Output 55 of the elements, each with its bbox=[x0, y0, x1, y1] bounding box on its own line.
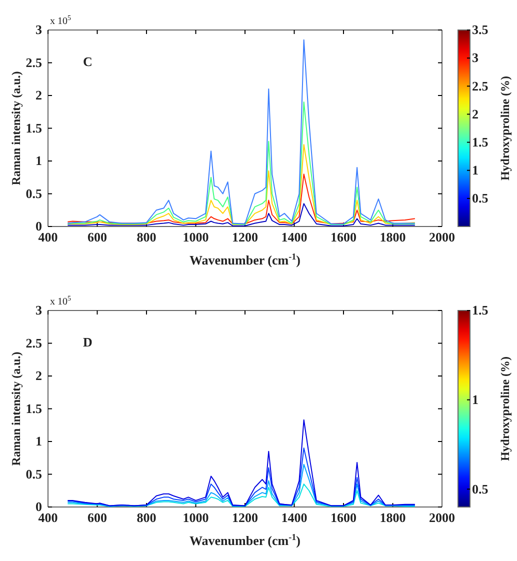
color-bar-label: 1 bbox=[472, 392, 478, 407]
y-tick-label: 2 bbox=[36, 88, 42, 103]
x-tick-label: 2000 bbox=[429, 510, 455, 526]
color-bar-title: Hydroxyproline (%) bbox=[498, 356, 512, 462]
x-tick-label: 600 bbox=[88, 510, 107, 526]
line-series bbox=[67, 39, 416, 224]
y-tick-label: 2.5 bbox=[26, 335, 42, 350]
color-bar-label: 2 bbox=[472, 106, 478, 122]
line-series bbox=[67, 203, 416, 226]
x-tick-label: 1200 bbox=[232, 230, 258, 245]
color-bar-label: 0.5 bbox=[472, 190, 489, 206]
y-tick-label: 1 bbox=[36, 434, 42, 449]
x-tick-label: 800 bbox=[136, 510, 156, 526]
x-tick-label: 600 bbox=[88, 230, 107, 245]
y-axis-title: Raman intensity (a.u.) bbox=[9, 352, 23, 466]
annotation: D bbox=[83, 334, 92, 350]
y-tick-label: 1.5 bbox=[26, 400, 42, 416]
y-tick-label: 0.5 bbox=[26, 186, 42, 201]
color-bar-title: Hydroxyproline (%) bbox=[498, 76, 512, 181]
line-series bbox=[67, 419, 416, 506]
color-bar-label: 0.5 bbox=[472, 481, 489, 496]
annotation: C bbox=[83, 54, 92, 69]
x-tick-label: 1600 bbox=[330, 510, 356, 526]
x-tick-label: 1000 bbox=[182, 230, 209, 245]
color-bar-label: 1.5 bbox=[472, 134, 489, 150]
line-series bbox=[67, 144, 416, 226]
text: x 10$^{5}$ bbox=[50, 294, 72, 308]
color-bar-label: 1.5 bbox=[472, 302, 489, 318]
x-axis-title: Wavenumber (cm$^{-1}$) bbox=[190, 532, 300, 548]
text: x 10$^{5}$ bbox=[50, 14, 72, 27]
color-bar-label: 3 bbox=[472, 50, 479, 66]
y-axis-title: Raman intensity (a.u.) bbox=[9, 71, 23, 186]
x-tick-label: 1800 bbox=[380, 510, 406, 526]
y-tick-label: 1.5 bbox=[26, 120, 42, 136]
y-tick-label: 2.5 bbox=[26, 54, 42, 70]
x-tick-label: 2000 bbox=[429, 230, 455, 245]
color-bar-label: 3.5 bbox=[472, 22, 489, 38]
y-tick-label: 3 bbox=[36, 302, 42, 318]
x-tick-label: 1200 bbox=[232, 510, 258, 526]
y-tick-label: 1 bbox=[36, 153, 42, 168]
line-series bbox=[67, 102, 416, 226]
y-tick-label: 3 bbox=[36, 22, 42, 38]
y-tick-label: 2 bbox=[36, 368, 42, 384]
x-tick-label: 1400 bbox=[281, 230, 308, 245]
y-tick-label: 0.5 bbox=[26, 466, 42, 482]
x-tick-label: 800 bbox=[136, 230, 156, 245]
x-axis-title: Wavenumber (cm$^{-1}$) bbox=[190, 252, 300, 268]
x-tick-label: 1800 bbox=[380, 230, 406, 245]
line-series bbox=[67, 464, 416, 507]
x-tick-label: 1000 bbox=[182, 510, 209, 526]
x-tick-label: 1400 bbox=[281, 510, 308, 526]
color-bar-label: 2.5 bbox=[472, 78, 489, 94]
line-series bbox=[67, 484, 416, 507]
x-tick-label: 1600 bbox=[330, 230, 356, 245]
color-bar-label: 1 bbox=[472, 162, 478, 178]
